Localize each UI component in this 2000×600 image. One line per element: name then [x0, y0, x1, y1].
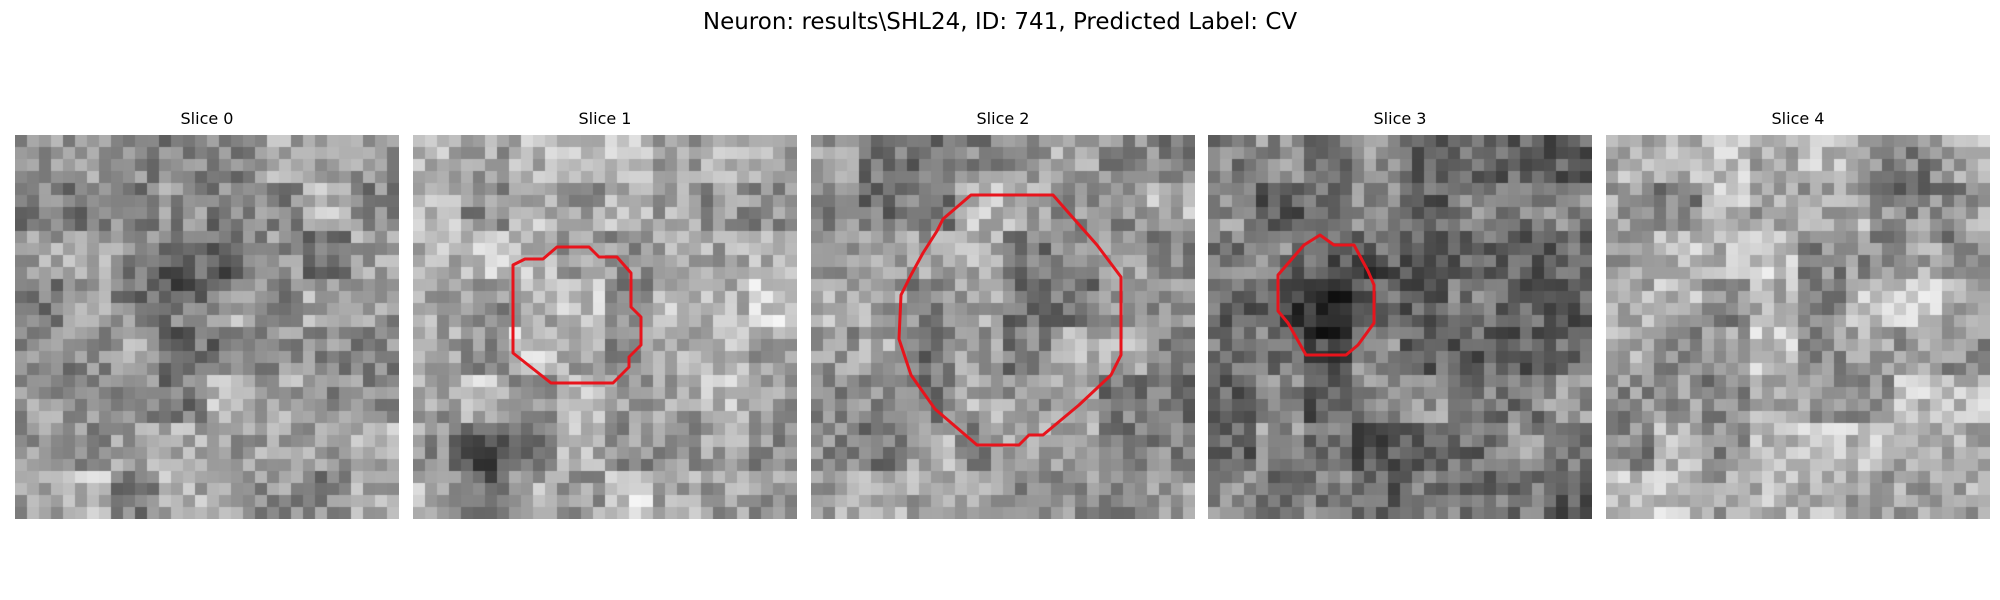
slice-title: Slice 0: [180, 109, 234, 128]
slice-image-4: [1606, 135, 1990, 519]
slice-title: Slice 2: [976, 109, 1030, 128]
roi-contour-2: [897, 193, 1123, 447]
slice-image-1: [413, 135, 797, 519]
slice-image-3: [1208, 135, 1592, 519]
slice-image-0: [15, 135, 399, 519]
slice-image-2: [811, 135, 1195, 519]
slice-title: Slice 3: [1373, 109, 1427, 128]
slice-title: Slice 4: [1771, 109, 1825, 128]
figure-title: Neuron: results\SHL24, ID: 741, Predicte…: [702, 9, 1298, 35]
roi-contour-1: [511, 245, 643, 385]
slice-title: Slice 1: [578, 109, 632, 128]
roi-contour-3: [1276, 233, 1376, 357]
